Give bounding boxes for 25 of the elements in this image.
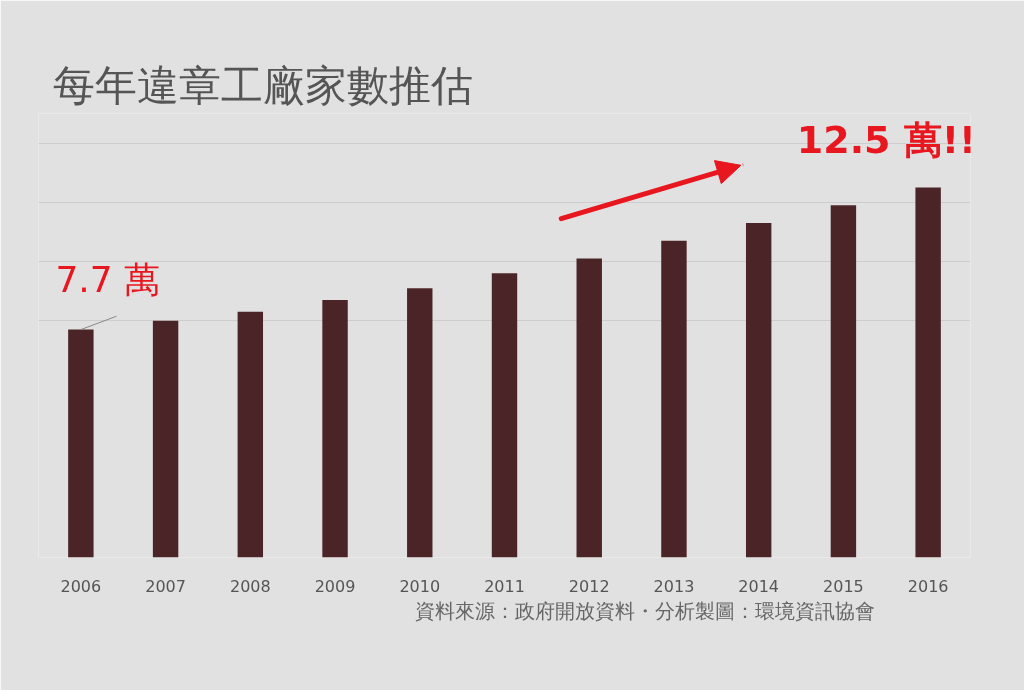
chart-title: 每年違章工廠家數推估 — [52, 60, 473, 110]
x-tick-label: 2013 — [653, 576, 695, 596]
bar — [576, 258, 602, 558]
bar — [407, 288, 433, 558]
x-tick-label: 2016 — [907, 576, 949, 596]
bar — [237, 311, 264, 558]
x-tick-label: 2007 — [145, 576, 186, 596]
bar — [68, 329, 94, 558]
bar — [322, 299, 348, 558]
x-tick-label: 2010 — [399, 576, 441, 596]
x-tick-label: 2009 — [314, 576, 356, 596]
bar — [915, 187, 941, 558]
bar — [830, 205, 857, 558]
data-label: 7.7 萬 — [55, 258, 161, 300]
x-tick-label: 2006 — [60, 576, 102, 596]
bar — [152, 320, 179, 558]
x-tick-label: 2011 — [484, 576, 525, 596]
bar — [491, 273, 518, 558]
bar — [745, 223, 772, 558]
x-tick-label: 2008 — [229, 576, 271, 596]
source-note: 資料來源：政府開放資料・分析製圖：環境資訊協會 — [414, 598, 875, 623]
x-tick-label: 2015 — [823, 576, 864, 596]
bar — [661, 240, 687, 558]
x-tick-label: 2014 — [738, 576, 780, 596]
x-tick-label: 2012 — [568, 576, 610, 596]
